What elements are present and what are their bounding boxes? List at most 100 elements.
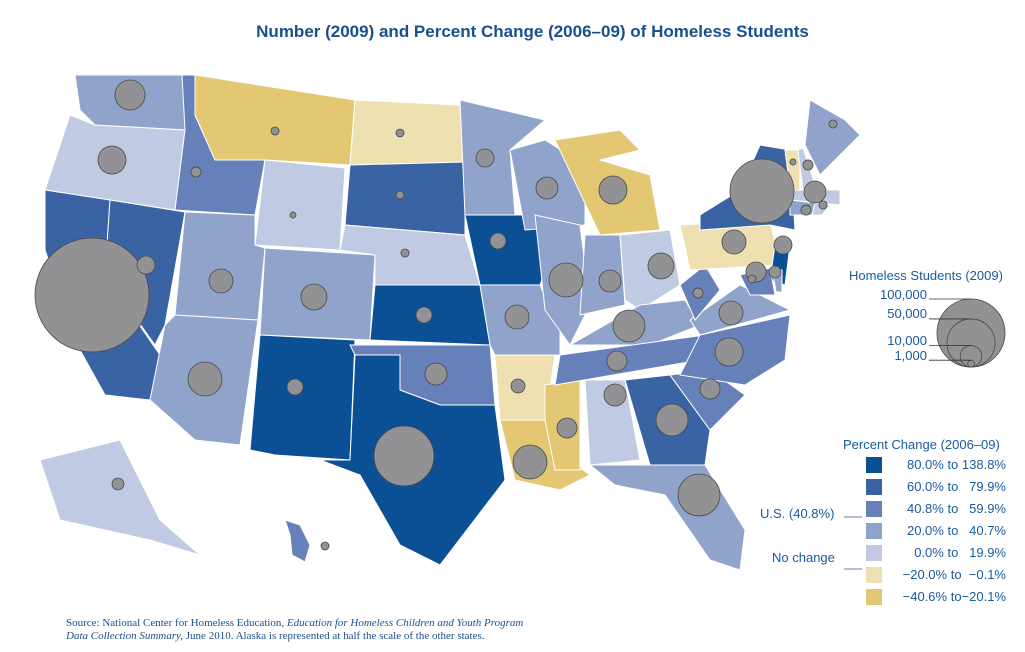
bubble-vt — [789, 158, 797, 166]
bubble-ut — [208, 268, 234, 294]
source-note: Source: National Center for Homeless Edu… — [66, 617, 523, 643]
bubble-or — [97, 145, 127, 175]
bubble-ar — [510, 378, 526, 394]
bubble-oh — [647, 252, 675, 280]
color-legend-label: 20.0% to 40.7% — [906, 523, 1006, 538]
bubble-ak — [111, 477, 125, 491]
size-legend-label: 1,000 — [894, 348, 927, 363]
bubble-pa — [721, 229, 747, 255]
bubble-ri — [818, 200, 828, 210]
color-swatch — [866, 567, 882, 583]
color-swatch — [866, 545, 882, 561]
bubble-mn — [475, 148, 495, 168]
bubble-al — [603, 383, 627, 407]
size-legend-circles — [929, 298, 1006, 368]
color-legend-item: 40.8% to 59.9% — [866, 501, 1006, 519]
bubble-mo — [504, 304, 530, 330]
no-change-marker-label: No change — [772, 550, 835, 565]
state-wy — [254, 159, 346, 251]
bubble-hi — [320, 541, 330, 551]
bubble-ms — [556, 417, 578, 439]
bubble-ca — [34, 237, 150, 353]
source-suffix: June 2010. Alaska is represented at half… — [183, 630, 485, 642]
bubble-wa — [114, 79, 146, 111]
bubble-wv — [692, 287, 704, 299]
color-swatch — [866, 589, 882, 605]
bubble-wy — [289, 211, 297, 219]
bubble-nd — [395, 128, 405, 138]
bubble-co — [300, 283, 328, 311]
color-legend-item: 80.0% to 138.8% — [866, 457, 1006, 475]
color-legend-label: 0.0% to 19.9% — [914, 545, 1006, 560]
color-swatch — [866, 501, 882, 517]
bubble-ok — [424, 362, 448, 386]
state-me — [804, 99, 861, 176]
bubble-tn — [606, 350, 628, 372]
color-legend-item: −20.0% to −0.1% — [866, 567, 1006, 585]
bubble-va — [718, 300, 744, 326]
bubble-sc — [699, 378, 721, 400]
bubble-nc — [714, 337, 744, 367]
source-title: Education for Homeless Children and Yout… — [286, 617, 524, 629]
bubble-ia — [489, 232, 507, 250]
state-mn — [459, 99, 547, 216]
bubble-sd — [395, 190, 405, 200]
bubble-ne — [400, 248, 410, 258]
color-legend-label: 80.0% to 138.8% — [906, 457, 1006, 472]
bubble-de — [768, 265, 782, 279]
state-hi — [284, 519, 311, 563]
bubble-dc — [747, 274, 757, 284]
color-legend-item: 60.0% to 79.9% — [866, 479, 1006, 497]
map-title: Number (2009) and Percent Change (2006–0… — [256, 22, 809, 41]
color-legend-label: 40.8% to 59.9% — [906, 501, 1006, 516]
color-legend-item: 20.0% to 40.7% — [866, 523, 1006, 541]
color-legend-title: Percent Change (2006–09) — [843, 437, 1000, 452]
color-swatch — [866, 479, 882, 495]
bubble-ny — [729, 158, 795, 224]
source-title-cont: Data Collection Summary, — [66, 630, 184, 642]
state-nm — [249, 334, 356, 461]
size-legend-label: 50,000 — [887, 306, 927, 321]
state-ut — [174, 211, 266, 321]
size-legend-label: 100,000 — [880, 287, 927, 302]
size-legend-title: Homeless Students (2009) — [849, 268, 1003, 283]
color-legend-item: 0.0% to 19.9% — [866, 545, 1006, 563]
color-swatch — [866, 457, 882, 473]
color-legend-label: −40.6% to−20.1% — [902, 589, 1006, 604]
bubble-wi — [535, 176, 559, 200]
state-mt — [194, 74, 356, 166]
bubble-nh — [802, 159, 814, 171]
bubble-id — [190, 166, 202, 178]
state-ak — [39, 439, 201, 556]
color-legend-item: −40.6% to−20.1% — [866, 589, 1006, 607]
bubble-ga — [655, 403, 689, 437]
bubble-fl — [677, 473, 721, 517]
state-fl — [588, 464, 746, 571]
source-prefix: Source: National Center for Homeless Edu… — [66, 617, 287, 629]
bubble-ky — [612, 309, 646, 343]
bubble-ks — [415, 306, 433, 324]
bubble-tx — [373, 425, 435, 487]
state-nd — [349, 99, 466, 166]
bubble-mi — [598, 175, 628, 205]
bubble-az — [187, 361, 223, 397]
us-marker-label: U.S. (40.8%) — [760, 506, 835, 521]
bubble-ct — [800, 204, 812, 216]
state-al — [584, 379, 641, 466]
bubble-nv — [136, 255, 156, 275]
color-legend-label: −20.0% to −0.1% — [902, 567, 1006, 582]
size-legend-circle — [967, 359, 975, 368]
bubble-la — [512, 444, 548, 480]
color-legend-label: 60.0% to 79.9% — [906, 479, 1006, 494]
bubble-nj — [773, 235, 793, 255]
bubble-nm — [286, 378, 304, 396]
state-sd — [344, 161, 466, 236]
bubble-me — [828, 119, 838, 129]
size-legend-label: 10,000 — [887, 333, 927, 348]
bubble-in — [598, 269, 622, 293]
bubble-mt — [270, 126, 280, 136]
color-swatch — [866, 523, 882, 539]
bubble-ma — [803, 180, 827, 204]
